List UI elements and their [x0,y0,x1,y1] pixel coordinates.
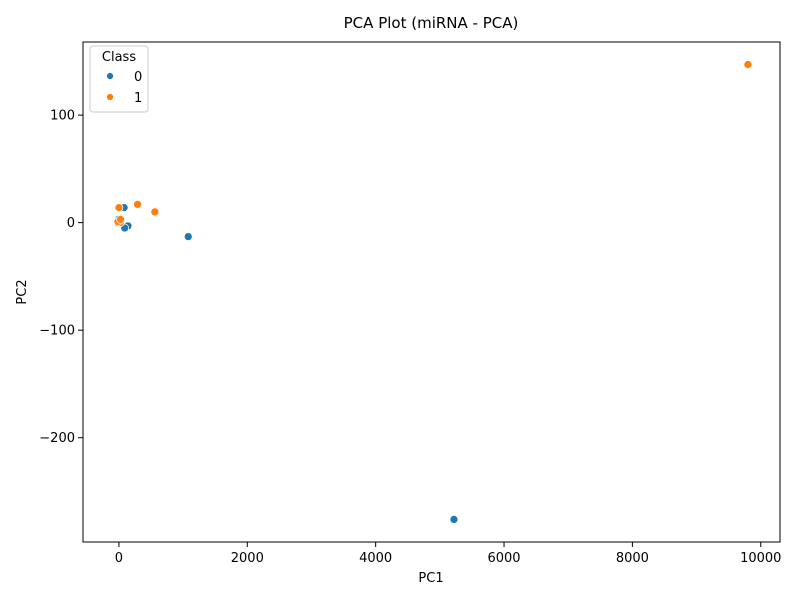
x-axis-title: PC1 [418,571,443,586]
data-point-class-1 [743,60,753,69]
x-tick-label: 6000 [487,551,520,566]
data-point-class-1 [150,207,160,217]
legend-label-0: 0 [134,70,142,85]
x-tick-label: 4000 [359,551,392,566]
data-points [113,60,753,524]
legend-label-1: 1 [134,91,142,106]
y-tick-label: −200 [39,431,75,446]
data-point-class-0 [449,515,459,524]
y-tick-label: 100 [50,109,75,124]
y-axis-ticks: 100 0 −100 −200 [39,109,83,446]
data-point-class-0 [183,232,193,241]
legend-box [89,45,149,113]
x-tick-label: 2000 [231,551,264,566]
x-tick-label: 0 [115,551,123,566]
x-tick-label: 10000 [740,551,781,566]
y-tick-label: 0 [67,216,75,231]
data-point-class-1 [114,203,124,212]
y-tick-label: −100 [39,324,75,339]
chart-title: PCA Plot (miRNA - PCA) [344,14,519,32]
plot-area [82,41,781,543]
legend-title: Class [102,50,136,65]
x-axis-ticks: 0 2000 4000 6000 8000 10000 [115,542,781,566]
legend-marker-1 [106,93,114,101]
data-point-class-1 [116,215,125,224]
legend: Class 0 1 [89,45,149,113]
x-tick-label: 8000 [616,551,649,566]
y-axis-title: PC2 [15,279,30,304]
data-point-class-1 [133,200,142,209]
legend-marker-0 [106,72,114,80]
